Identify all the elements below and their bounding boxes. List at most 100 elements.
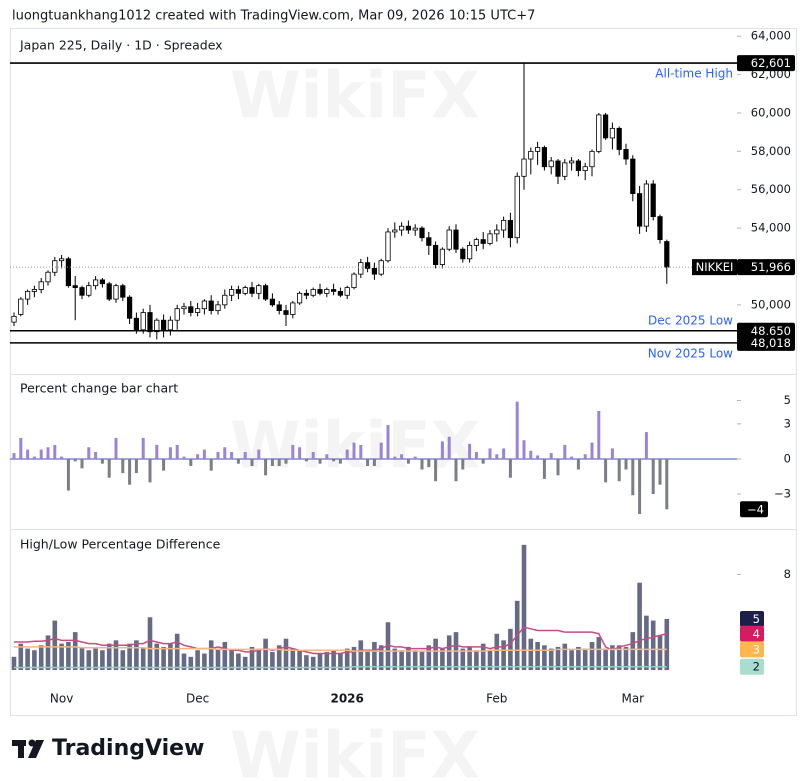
symbol-tag: NIKKEI (696, 260, 734, 274)
bar (521, 544, 527, 670)
last-value-label: −4 (747, 502, 764, 516)
candle-body (657, 216, 663, 241)
bar (529, 450, 533, 459)
chart-frame (10, 28, 797, 716)
candle-body (188, 306, 194, 313)
watermark: WikiFX (230, 720, 480, 781)
bar (413, 456, 417, 459)
bar (311, 451, 315, 459)
bar (284, 458, 288, 464)
bar (249, 646, 255, 670)
bar (209, 458, 213, 471)
bar (66, 642, 71, 670)
bar (351, 646, 357, 670)
candle-body (453, 229, 459, 250)
candle-body (460, 248, 466, 260)
chart-title: Japan 225, Daily · 1D · Spreadex (19, 38, 223, 53)
bar (494, 633, 500, 670)
bar (257, 449, 261, 459)
bar (468, 443, 472, 459)
bar (644, 432, 648, 459)
logo-text: TradingView (52, 736, 204, 761)
level-price-label: 62,601 (751, 56, 791, 70)
x-tick-label: 2026 (330, 692, 363, 706)
bar (433, 638, 438, 670)
bar (230, 451, 234, 459)
bar (536, 455, 540, 459)
x-tick-label: Mar (621, 692, 644, 706)
bar (488, 448, 492, 459)
bar (304, 458, 308, 462)
candle-body (473, 239, 480, 246)
last-price-label: 51,966 (751, 260, 791, 274)
line (14, 626, 667, 655)
candle-body (249, 287, 255, 294)
bar (562, 643, 568, 670)
candle-body (528, 150, 534, 160)
bar (549, 453, 553, 459)
bar (345, 449, 349, 459)
candle-body (582, 166, 588, 171)
bar (229, 650, 234, 670)
level-price-label: 48,018 (751, 336, 791, 350)
level-price-label-box (737, 334, 795, 351)
candle-body (31, 289, 38, 292)
bar (45, 635, 51, 670)
last-price-label-box (737, 259, 795, 276)
bar (379, 442, 383, 459)
bar (94, 451, 98, 459)
candle-body (419, 227, 425, 239)
bar (420, 458, 424, 470)
bar (298, 447, 302, 459)
y-tick-label: −3 (774, 487, 791, 501)
bar (100, 650, 105, 670)
bar (290, 648, 296, 670)
y-tick-label: 60,000 (751, 105, 791, 119)
bar (106, 643, 112, 670)
candle-body (623, 149, 629, 160)
bar (134, 640, 139, 670)
bar (487, 650, 493, 670)
bar (434, 458, 438, 482)
candle-body (120, 285, 126, 298)
series-last-label-box (740, 641, 764, 658)
candle-body (194, 308, 201, 313)
bar (352, 442, 356, 459)
bar (236, 458, 240, 464)
bar (501, 640, 506, 670)
candle-body (344, 287, 350, 296)
bar (38, 645, 44, 670)
candle-body (317, 289, 323, 294)
bar (127, 643, 132, 670)
series-last-label: 4 (753, 627, 760, 641)
bar (100, 458, 104, 464)
candle-body (290, 302, 296, 315)
bar (276, 645, 282, 670)
bar (664, 618, 670, 670)
candle-body (650, 183, 656, 217)
bar (250, 458, 254, 466)
bar (52, 620, 58, 670)
candle-body (201, 300, 207, 310)
bar (638, 458, 642, 514)
candle-body (65, 258, 71, 287)
bar (366, 458, 370, 466)
bar (610, 645, 615, 670)
bar (617, 458, 621, 482)
y-tick-label: 5 (784, 393, 791, 407)
candle-body (337, 291, 344, 296)
bar (406, 458, 410, 464)
bar (650, 620, 656, 670)
candle-body (72, 285, 78, 288)
bar (392, 648, 398, 670)
bar (589, 642, 595, 670)
level-price-label-box (737, 55, 795, 72)
candle-body (589, 150, 595, 168)
bar (378, 645, 384, 670)
line (14, 665, 667, 669)
bar (480, 643, 486, 670)
bar (604, 458, 608, 483)
bar (87, 447, 91, 459)
bar (576, 646, 581, 670)
bar (657, 635, 663, 670)
